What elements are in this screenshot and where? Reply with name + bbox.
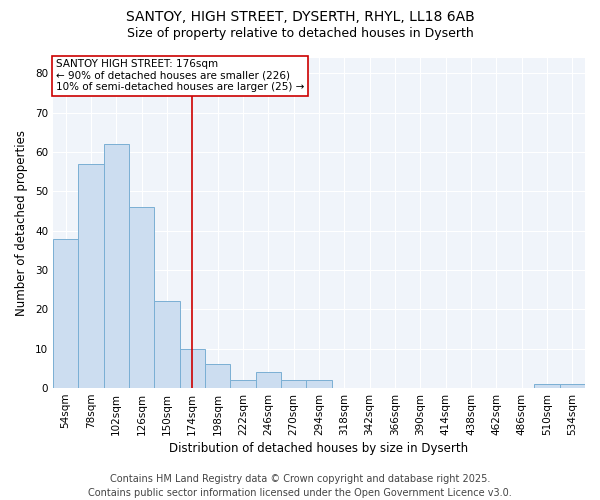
Bar: [179, 348, 205, 388]
Bar: [104, 144, 129, 388]
Bar: [154, 302, 179, 388]
Bar: [256, 372, 281, 388]
Text: SANTOY HIGH STREET: 176sqm
← 90% of detached houses are smaller (226)
10% of sem: SANTOY HIGH STREET: 176sqm ← 90% of deta…: [56, 59, 304, 92]
Text: SANTOY, HIGH STREET, DYSERTH, RHYL, LL18 6AB: SANTOY, HIGH STREET, DYSERTH, RHYL, LL18…: [125, 10, 475, 24]
Bar: [535, 384, 560, 388]
Bar: [281, 380, 306, 388]
Bar: [306, 380, 332, 388]
Text: Contains HM Land Registry data © Crown copyright and database right 2025.
Contai: Contains HM Land Registry data © Crown c…: [88, 474, 512, 498]
Bar: [78, 164, 104, 388]
Text: Size of property relative to detached houses in Dyserth: Size of property relative to detached ho…: [127, 28, 473, 40]
Y-axis label: Number of detached properties: Number of detached properties: [15, 130, 28, 316]
Bar: [205, 364, 230, 388]
Bar: [230, 380, 256, 388]
X-axis label: Distribution of detached houses by size in Dyserth: Distribution of detached houses by size …: [169, 442, 469, 455]
Bar: [53, 238, 78, 388]
Bar: [560, 384, 585, 388]
Bar: [129, 207, 154, 388]
